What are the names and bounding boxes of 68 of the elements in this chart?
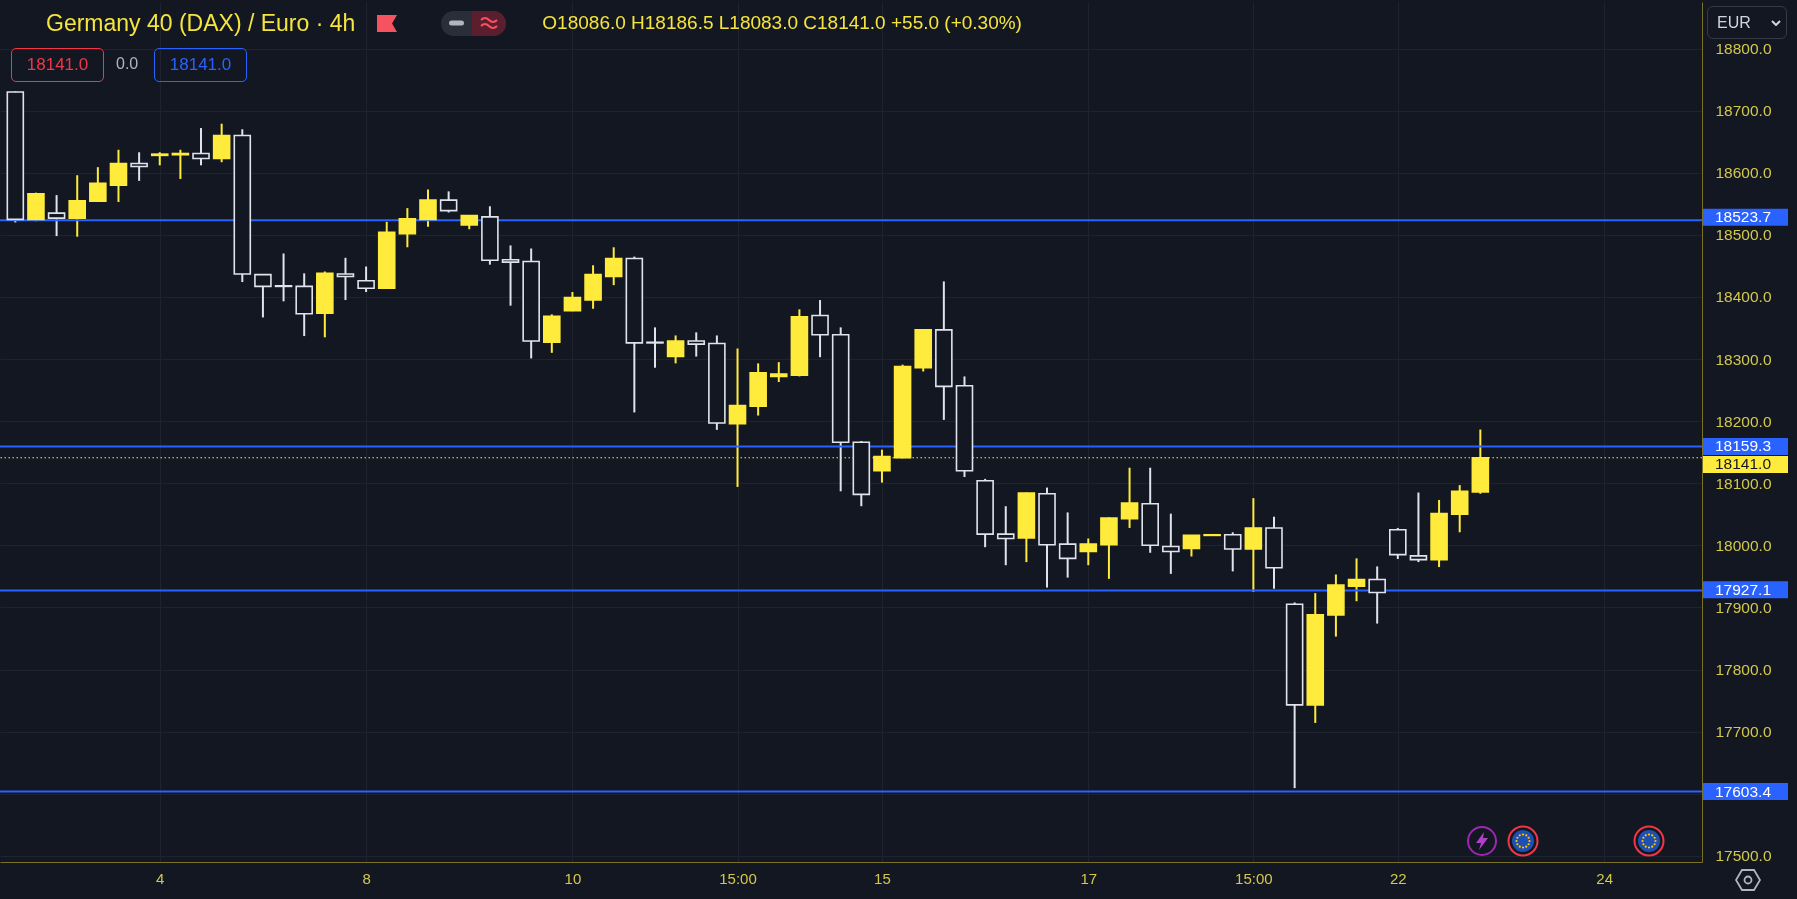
candlestick: [996, 505, 1015, 567]
x-tick-label: 4: [156, 869, 165, 887]
candlestick: [873, 448, 891, 484]
y-tick-label: 17900.0: [1715, 598, 1772, 616]
candlestick: [336, 256, 355, 302]
y-tick-label: 18000.0: [1715, 536, 1772, 554]
candlestick: [192, 127, 210, 167]
candlestick: [1347, 557, 1366, 603]
y-tick-label: 17500.0: [1715, 847, 1772, 865]
candlestick: [1079, 537, 1098, 567]
candlestick: [811, 299, 829, 359]
currency-button: EUR: [1707, 6, 1787, 39]
y-tick-label: 18400.0: [1715, 288, 1772, 306]
candlestick: [398, 207, 417, 249]
x-tick-label: 15: [874, 869, 891, 887]
candlestick: [130, 151, 148, 182]
x-tick-label: 22: [1389, 869, 1407, 887]
candlestick: [687, 331, 706, 358]
candlestick: [212, 122, 231, 164]
buy-price-box: 18141.0: [154, 48, 247, 82]
ref-line-label: 18159.3: [1715, 437, 1772, 455]
x-tick-label: 15:00: [719, 869, 757, 887]
candlestick: [1120, 466, 1139, 529]
x-tick-label: 17: [1080, 869, 1098, 887]
candlestick: [274, 252, 293, 303]
candlestick: [1162, 512, 1180, 575]
candlestick: [1182, 534, 1201, 558]
candlestick: [1450, 484, 1469, 534]
y-tick-label: 17800.0: [1715, 661, 1772, 679]
candlestick: [171, 148, 190, 180]
candlestick: [47, 194, 66, 238]
y-tick-label: 18500.0: [1715, 226, 1772, 244]
y-tick-label: 18100.0: [1715, 474, 1772, 492]
candlestick: [604, 246, 623, 287]
ref-line-label: 18141.0: [1715, 455, 1772, 473]
candlestick: [439, 190, 458, 214]
candlestick: [419, 188, 437, 228]
candlestick: [109, 148, 128, 203]
ref-line-label: 17927.1: [1715, 580, 1772, 598]
y-tick-label: 18200.0: [1715, 412, 1772, 430]
y-tick-label: 18800.0: [1715, 40, 1772, 58]
candlestick: [501, 244, 520, 307]
ref-line-label: 17603.4: [1715, 782, 1772, 800]
candlestick: [357, 265, 375, 293]
annotation: O18086.0 H18186.5 L18083.0 C18141.0 +55.0 (+0.30%): [542, 12, 1022, 34]
candlestick: [1244, 497, 1263, 593]
y-tick-label: 18700.0: [1715, 102, 1772, 120]
y-tick-label: 18300.0: [1715, 350, 1772, 368]
ref-line-label: 18523.7: [1715, 208, 1772, 226]
chart-title: Germany 40 (DAX) / Euro · 4h: [46, 9, 356, 37]
candlestick: [1368, 565, 1386, 625]
candlestick: [89, 166, 107, 203]
candlestick: [666, 334, 685, 365]
candlestick: [68, 174, 87, 238]
y-tick-label: 18600.0: [1715, 164, 1772, 182]
candlestick: [646, 326, 664, 369]
x-tick-label: 10: [564, 869, 582, 887]
y-tick-label: 17700.0: [1715, 723, 1772, 741]
x-tick-label: 24: [1596, 869, 1613, 887]
candlestick: [769, 361, 788, 384]
candlestick: [254, 272, 272, 319]
annotation: 0.0: [116, 55, 139, 73]
candlestick: [1409, 491, 1428, 564]
candlestick: [1223, 531, 1242, 573]
sell-price-box: 18141.0: [11, 48, 104, 82]
x-tick-label: 8: [362, 869, 371, 887]
x-tick-label: 15:00: [1235, 869, 1273, 887]
candlestick: [1058, 511, 1077, 579]
